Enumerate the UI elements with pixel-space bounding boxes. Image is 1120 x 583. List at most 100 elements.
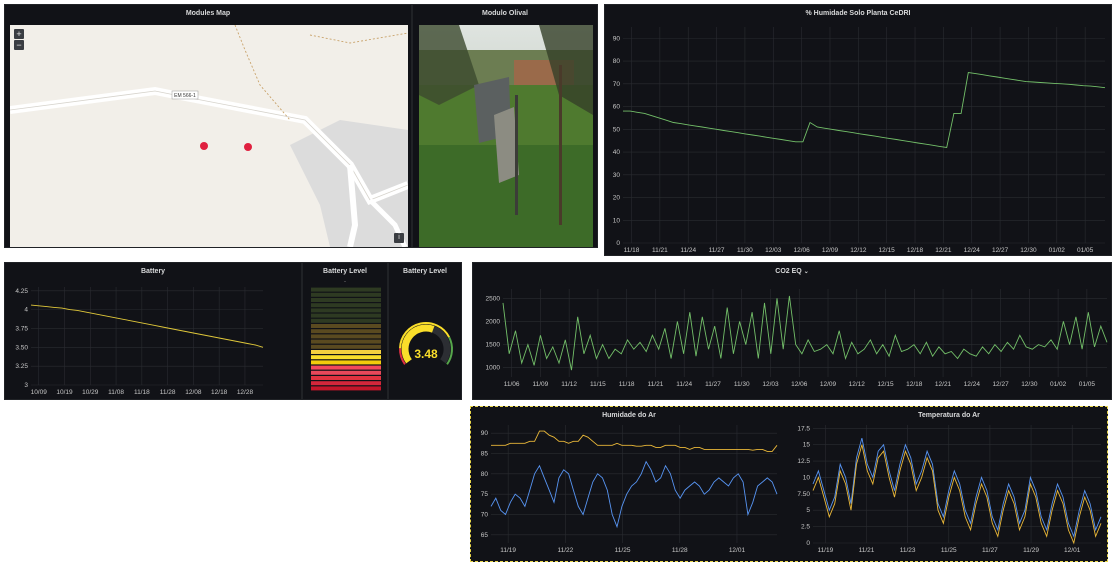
humidity-y-tick: 70 xyxy=(481,512,489,519)
battery-y-tick: 4 xyxy=(24,307,28,314)
battery-radial-gauge: 3.48 xyxy=(399,322,453,365)
battery-bar-segment xyxy=(311,365,381,370)
temperature-y-tick: 5 xyxy=(806,507,810,514)
humidity-y-tick: 85 xyxy=(481,450,489,457)
battery-chart: 3 3.25 3.50 3.75 4 4.25 10/09 10/19 10/29 11/08 11… xyxy=(15,287,264,396)
battery-y-tick: 3 xyxy=(24,382,28,389)
co2-x-tick: 12/12 xyxy=(849,381,866,388)
co2-x-tick: 11/18 xyxy=(619,381,635,388)
selected-row: Humidade do Ar 65 70 75 80 85 90 11/19 11/22 11/… xyxy=(470,406,1108,562)
soil-y-tick: 50 xyxy=(613,126,621,133)
soil-y-tick: 80 xyxy=(613,58,621,65)
soil-y-tick: 90 xyxy=(613,35,621,42)
humidity-x-tick: 11/25 xyxy=(615,547,631,554)
co2-title[interactable]: CO2 EQ ⌄ xyxy=(473,268,1111,275)
temperature-x-tick: 11/19 xyxy=(817,547,833,554)
humidity-y-tick: 65 xyxy=(481,532,489,539)
co2-x-tick: 11/06 xyxy=(504,381,520,388)
soil-y-tick: 30 xyxy=(613,172,621,179)
battery-bar-segment xyxy=(311,292,381,297)
battery-bar-segment xyxy=(311,370,381,375)
battery-bar-segment xyxy=(311,308,381,313)
battery-y-tick: 4.25 xyxy=(15,288,28,295)
battery-bar-dash: - xyxy=(344,279,346,285)
soil-series-1 xyxy=(623,71,1106,149)
humidity-y-tick: 80 xyxy=(481,471,489,478)
temperature-y-tick: 7.50 xyxy=(797,491,810,498)
battery-bar-segment xyxy=(311,334,381,339)
soil-x-tick: 12/21 xyxy=(935,247,952,254)
gauge-threshold-yellow xyxy=(399,322,451,349)
gauge-track xyxy=(431,326,451,364)
soil-y-tick: 0 xyxy=(616,240,620,247)
chevron-down-icon[interactable]: ⌄ xyxy=(803,269,809,275)
co2-x-tick: 12/03 xyxy=(762,381,779,388)
co2-x-tick: 12/27 xyxy=(992,381,1009,388)
side-road xyxy=(347,164,359,247)
co2-x-tick: 11/30 xyxy=(734,381,750,388)
battery-x-tick: 10/09 xyxy=(31,389,48,396)
battery-grid xyxy=(31,287,263,386)
soil-x-tick: 12/06 xyxy=(793,247,810,254)
zoom-out-button[interactable]: − xyxy=(14,40,24,50)
co2-x-tick: 01/02 xyxy=(1050,381,1067,388)
co2-x-tick: 11/27 xyxy=(705,381,721,388)
humidade-ar-title: Humidade do Ar xyxy=(602,412,656,419)
soil-x-tick: 12/30 xyxy=(1020,247,1037,254)
humidity-x-tick: 11/19 xyxy=(500,547,516,554)
humidity-series-1 xyxy=(491,430,778,452)
soil-x-tick: 11/18 xyxy=(624,247,640,254)
gauge-fill xyxy=(401,324,435,364)
temperature-x-tick: 11/25 xyxy=(941,547,957,554)
module-photo xyxy=(419,25,593,247)
soil-y-tick: 40 xyxy=(613,149,621,156)
battery-bar-segment xyxy=(311,324,381,328)
battery-bar-segment xyxy=(311,350,381,354)
humidity-y-tick: 75 xyxy=(481,491,489,498)
map-canvas: EM 566-1 xyxy=(10,25,408,247)
soil-x-tick: 11/30 xyxy=(737,247,753,254)
humidade-ar-panel: Humidade do Ar 65 70 75 80 85 90 11/19 11/22 11/… xyxy=(471,407,787,561)
modules-map-panel: Modules Map EM 566-1 + − i xyxy=(4,4,412,248)
temperature-x-tick: 12/01 xyxy=(1064,547,1081,554)
battery-bar-segment xyxy=(311,344,381,349)
co2-y-tick: 2000 xyxy=(486,318,501,325)
temperature-series-2 xyxy=(812,444,1102,545)
co2-panel: CO2 EQ ⌄ 1000 1500 2000 2500 11/06 11/09 11/12… xyxy=(472,262,1112,400)
co2-chart: 1000 1500 2000 2500 11/06 11/09 11/12 11/15 11/1… xyxy=(486,289,1108,388)
module-marker-2[interactable] xyxy=(244,143,252,151)
battery-panel: Battery 3 3.25 3.50 3.75 4 4.25 10/09 10/19 10/2… xyxy=(4,262,302,400)
soil-grid xyxy=(623,27,1105,244)
battery-x-tick: 12/28 xyxy=(237,389,254,396)
map-info-button[interactable]: i xyxy=(394,233,404,243)
co2-y-tick: 1500 xyxy=(486,342,501,349)
battery-bar-gauge xyxy=(311,287,381,391)
battery-bar-segment xyxy=(311,313,381,318)
battery-y-tick: 3.50 xyxy=(15,344,28,351)
road-label: EM 566-1 xyxy=(174,93,196,99)
zoom-in-button[interactable]: + xyxy=(14,29,24,39)
temperature-y-tick: 10 xyxy=(803,474,811,481)
battery-bar-segment xyxy=(311,355,381,360)
humidity-y-tick: 90 xyxy=(481,430,489,437)
temperature-y-tick: 12.5 xyxy=(797,458,810,465)
temperature-x-tick: 11/21 xyxy=(859,547,875,554)
humidity-series-2 xyxy=(490,460,778,529)
road-label-box xyxy=(171,90,199,100)
battery-x-tick: 12/08 xyxy=(185,389,202,396)
battery-bar-segment xyxy=(311,329,381,334)
temperature-grid xyxy=(813,425,1101,544)
module-marker-1[interactable] xyxy=(200,142,208,150)
map-view[interactable]: EM 566-1 + − i xyxy=(10,25,408,247)
co2-x-tick: 11/09 xyxy=(532,381,548,388)
co2-x-tick: 12/06 xyxy=(791,381,808,388)
temperature-x-tick: 11/23 xyxy=(900,547,916,554)
battery-gauge-title: Battery Level xyxy=(403,268,447,275)
humidade-solo-chart: 0 10 20 30 40 50 60 70 80 90 11/18 11/21 11/24 11/27 1… xyxy=(613,27,1106,254)
temperature-x-tick: 11/27 xyxy=(982,547,998,554)
temperature-series-1 xyxy=(812,437,1102,538)
soil-x-tick: 12/03 xyxy=(765,247,782,254)
co2-x-tick: 12/18 xyxy=(906,381,923,388)
humidade-ar-chart: 65 70 75 80 85 90 11/19 11/22 11/25 11/28 12/01 xyxy=(481,425,778,554)
battery-bar-segment xyxy=(311,386,381,391)
